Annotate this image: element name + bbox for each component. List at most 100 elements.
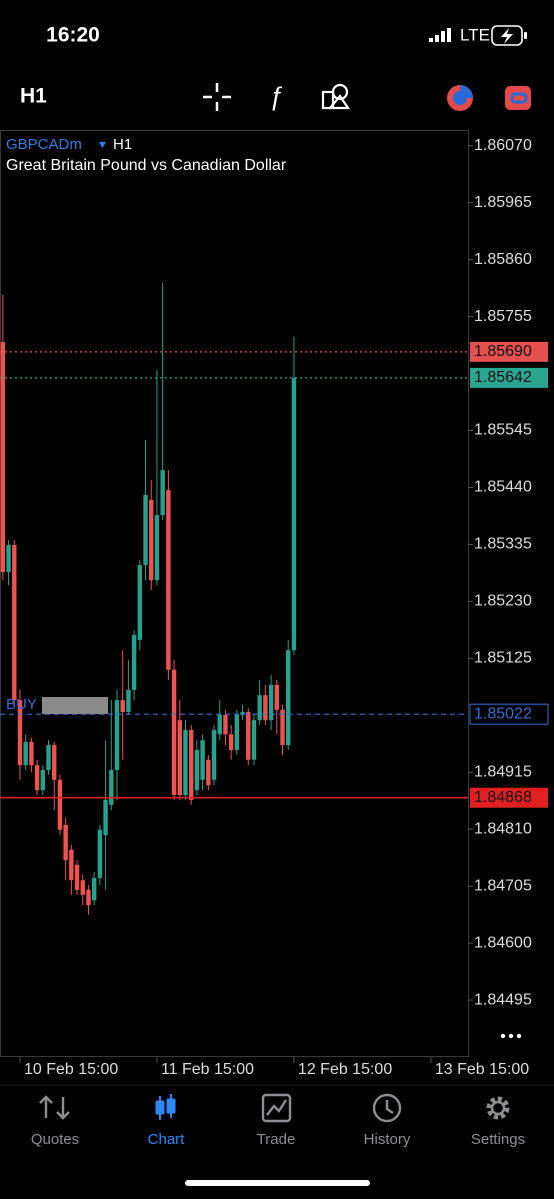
x-tick-label: 12 Feb 15:00 [298, 1061, 392, 1078]
candle-body [280, 709, 285, 746]
candle [177, 700, 182, 800]
y-tick-label: 1.85965 [474, 194, 532, 211]
candle-body [211, 729, 217, 780]
candle [211, 725, 217, 786]
candle [126, 659, 131, 715]
candle-body [52, 745, 57, 780]
candle [143, 439, 148, 581]
crosshair-button[interactable] [203, 83, 231, 111]
candle [223, 709, 228, 746]
candle-body [0, 342, 6, 573]
candle [194, 740, 200, 796]
candle-body [263, 695, 268, 721]
y-tick-label: 1.85125 [474, 650, 532, 667]
candle [34, 759, 40, 796]
price-tag [470, 341, 548, 362]
candle [109, 700, 114, 811]
plot-area [0, 282, 468, 915]
candle-body [166, 490, 171, 670]
symbol-dropdown[interactable] [99, 142, 106, 148]
y-tick-label: 1.85230 [474, 593, 532, 610]
candle [160, 282, 165, 521]
candle-body [86, 889, 91, 906]
y-tick-label: 1.84915 [474, 763, 532, 780]
candle-body [120, 700, 125, 713]
candle [268, 675, 274, 730]
candle [0, 294, 6, 581]
objects-button[interactable] [321, 83, 351, 110]
tab[interactable]: Settings [471, 1096, 525, 1148]
battery-icon [491, 25, 527, 46]
candle-body [126, 689, 131, 713]
chart-title: Great Britain Pound vs Canadian Dollar [6, 157, 287, 174]
indicators-button[interactable]: ƒ [269, 81, 283, 111]
tab-icon [372, 1093, 402, 1123]
candle [91, 872, 97, 906]
trade-button[interactable] [505, 86, 531, 110]
candle-body [217, 714, 222, 735]
candle-body [131, 634, 137, 690]
candle-body [154, 515, 160, 581]
tab-icon [155, 1100, 165, 1115]
candle-body [57, 779, 63, 830]
tab-label: Trade [257, 1131, 296, 1148]
candle-body [29, 741, 34, 766]
price-tag-label: 1.85690 [474, 343, 532, 360]
candle-body [206, 759, 211, 786]
candle [188, 725, 194, 805]
tab[interactable]: Quotes [31, 1095, 79, 1148]
candle [63, 817, 68, 881]
candle [154, 369, 160, 586]
tab[interactable]: Chart [148, 1094, 186, 1148]
candle-body [74, 864, 80, 890]
candle-body [149, 499, 154, 581]
candle-body [23, 741, 28, 766]
candle [131, 630, 137, 701]
candle [228, 725, 234, 760]
more-button[interactable] [500, 1033, 522, 1039]
candle [280, 704, 285, 755]
candle [74, 860, 80, 895]
candle-body [274, 684, 280, 710]
candle [291, 336, 297, 656]
candle-body [46, 745, 51, 771]
candle-body [63, 824, 68, 861]
candle-body [234, 714, 240, 750]
timeframe-button[interactable]: H1 [20, 85, 47, 108]
candle-body [160, 470, 165, 516]
price-tag [469, 703, 549, 725]
candle-body [97, 829, 103, 879]
candle-body [12, 544, 17, 701]
candle-body [137, 565, 143, 640]
candle-body [240, 712, 245, 715]
tab[interactable]: History [364, 1093, 411, 1148]
candle-body [228, 734, 234, 750]
y-tick-label: 1.85335 [474, 536, 532, 553]
candle [12, 540, 17, 705]
account-button[interactable] [447, 85, 473, 111]
candle [251, 714, 257, 766]
tab[interactable]: Trade [257, 1093, 296, 1148]
candle-body [200, 740, 205, 780]
candle-body [143, 495, 148, 566]
candle-body [109, 770, 114, 805]
position-label[interactable]: BUY [6, 696, 37, 713]
tab-label: Quotes [31, 1131, 79, 1148]
candle [217, 700, 222, 741]
candle-body [183, 729, 188, 796]
candle-body [223, 714, 228, 735]
y-tick-label: 1.84495 [474, 991, 532, 1008]
candle [166, 470, 171, 681]
candle [137, 560, 143, 651]
tab-icon [166, 1098, 176, 1114]
x-tick-label: 13 Feb 15:00 [435, 1061, 529, 1078]
tab-icon [39, 1095, 70, 1120]
candle [263, 684, 268, 726]
signal-icon [429, 28, 451, 42]
symbol[interactable]: GBPCADm [6, 136, 82, 153]
candle [171, 659, 177, 800]
candle [29, 737, 34, 773]
candle-body [103, 799, 108, 836]
